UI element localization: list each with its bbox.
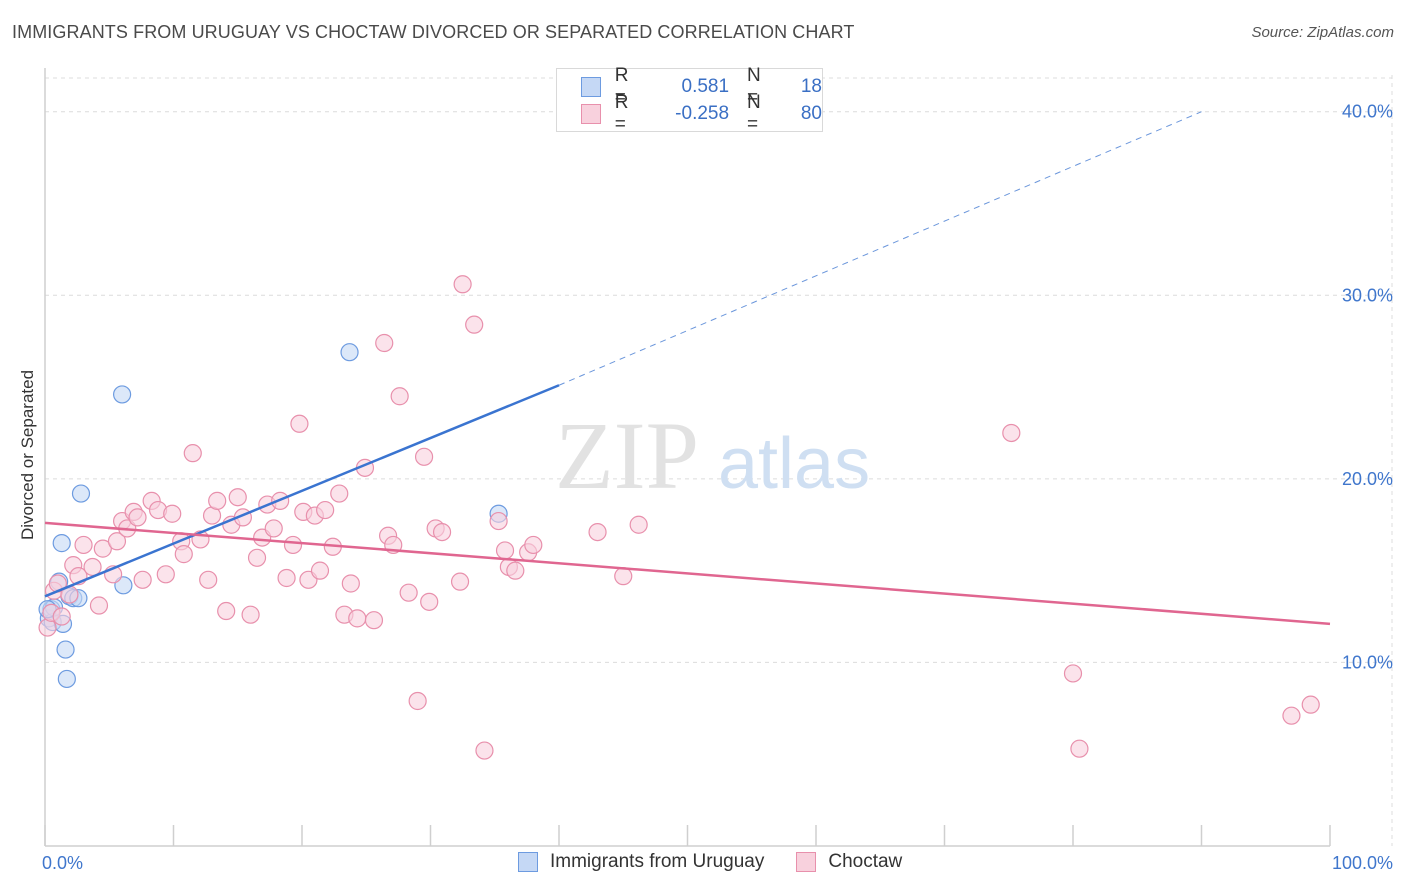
y-tick-label: 10.0%: [1342, 652, 1393, 672]
point-choctaw: [89, 596, 109, 615]
point-choctaw: [290, 414, 309, 433]
point-uruguay: [56, 640, 75, 659]
trend-line-uruguay: [44, 384, 560, 598]
n-value: 80: [800, 103, 822, 124]
point-choctaw: [1070, 739, 1089, 758]
point-choctaw: [524, 535, 543, 555]
legend-swatch-uruguay: [581, 77, 601, 97]
point-choctaw: [506, 561, 525, 580]
point-choctaw: [330, 484, 349, 503]
trend-lines: [44, 111, 1331, 626]
point-choctaw: [399, 583, 418, 602]
point-choctaw: [629, 515, 648, 534]
point-choctaw: [128, 508, 147, 527]
trend-line-choctaw: [44, 521, 1331, 626]
series-legend: Immigrants from Uruguay Choctaw: [518, 851, 934, 873]
point-uruguay: [52, 534, 71, 553]
r-value: 0.581: [681, 76, 730, 97]
y-tick-label: 30.0%: [1342, 285, 1393, 305]
point-choctaw: [74, 535, 93, 555]
n-value: 18: [800, 76, 822, 97]
point-uruguay: [340, 343, 359, 362]
point-choctaw: [450, 572, 470, 591]
point-choctaw: [217, 601, 236, 621]
y-tick-label: 40.0%: [1342, 102, 1393, 122]
legend-swatch-choctaw: [581, 104, 601, 124]
point-choctaw: [107, 532, 127, 551]
watermark: ZIP atlas: [555, 402, 870, 509]
point-choctaw: [316, 500, 335, 520]
point-choctaw: [495, 541, 515, 560]
legend-item-uruguay: Immigrants from Uruguay: [518, 851, 764, 873]
legend-label-uruguay: Immigrants from Uruguay: [550, 851, 765, 872]
point-choctaw: [199, 570, 218, 589]
point-choctaw: [348, 609, 367, 628]
point-choctaw: [489, 511, 508, 531]
point-choctaw: [420, 592, 439, 611]
point-choctaw: [283, 535, 303, 555]
r-label: R =: [614, 65, 629, 108]
point-choctaw: [228, 488, 247, 507]
point-choctaw: [241, 605, 260, 624]
point-choctaw: [247, 548, 267, 567]
x-tick-label-max: 100.0%: [1332, 853, 1393, 873]
point-choctaw: [1282, 706, 1301, 725]
point-choctaw: [174, 545, 193, 564]
point-choctaw: [408, 691, 427, 711]
point-choctaw: [277, 568, 296, 588]
x-tick-label-min: 0.0%: [42, 853, 83, 873]
legend-row-uruguay: R = 0.581 N = 18: [581, 65, 822, 108]
point-choctaw: [133, 570, 152, 589]
point-uruguay: [57, 669, 76, 689]
point-choctaw: [1301, 695, 1320, 714]
point-choctaw: [1063, 664, 1083, 683]
chart-title: IMMIGRANTS FROM URUGUAY VS CHOCTAW DIVOR…: [12, 22, 855, 42]
data-points: [38, 275, 1320, 760]
point-choctaw: [364, 611, 384, 630]
legend-row-choctaw: R = -0.258 N = 80: [581, 92, 822, 135]
point-choctaw: [208, 491, 227, 510]
legend-swatch-choctaw: [796, 852, 817, 872]
point-choctaw: [341, 574, 360, 593]
point-choctaw: [432, 522, 452, 542]
grid-lines: [45, 75, 1393, 846]
point-choctaw: [183, 444, 202, 463]
point-choctaw: [614, 567, 633, 586]
point-choctaw: [375, 333, 394, 353]
n-label: N =: [747, 65, 761, 108]
legend-item-choctaw: Choctaw: [796, 851, 902, 873]
watermark-zip: ZIP: [555, 402, 699, 509]
axes: [44, 68, 1331, 847]
trend-line-uruguay-extension: [558, 111, 1202, 386]
point-choctaw: [156, 565, 175, 584]
point-choctaw: [453, 275, 472, 294]
n-label: N =: [747, 92, 761, 135]
legend-label-choctaw: Choctaw: [828, 851, 903, 872]
watermark-atlas: atlas: [718, 424, 870, 504]
point-choctaw: [163, 504, 182, 523]
point-uruguay: [71, 484, 91, 503]
point-choctaw: [414, 447, 434, 466]
correlation-legend: R = 0.581 N = 18 R = -0.258 N = 80: [556, 65, 823, 135]
point-uruguay: [112, 385, 132, 404]
point-choctaw: [475, 741, 494, 760]
point-choctaw: [390, 387, 409, 406]
source-label: Source: ZipAtlas.com: [1251, 24, 1394, 41]
point-choctaw: [83, 557, 102, 577]
point-choctaw: [264, 519, 283, 538]
tick-labels: 10.0% 20.0% 30.0% 40.0% 0.0% 100.0%: [42, 102, 1393, 873]
r-label: R =: [614, 92, 629, 135]
point-choctaw: [465, 315, 484, 334]
y-tick-label: 20.0%: [1342, 469, 1393, 489]
point-choctaw: [52, 607, 71, 626]
r-value: -0.258: [675, 103, 730, 124]
point-choctaw: [93, 539, 112, 558]
legend-swatch-uruguay: [518, 852, 538, 872]
point-choctaw: [1002, 423, 1021, 443]
point-choctaw: [588, 522, 607, 542]
point-choctaw: [310, 561, 330, 580]
